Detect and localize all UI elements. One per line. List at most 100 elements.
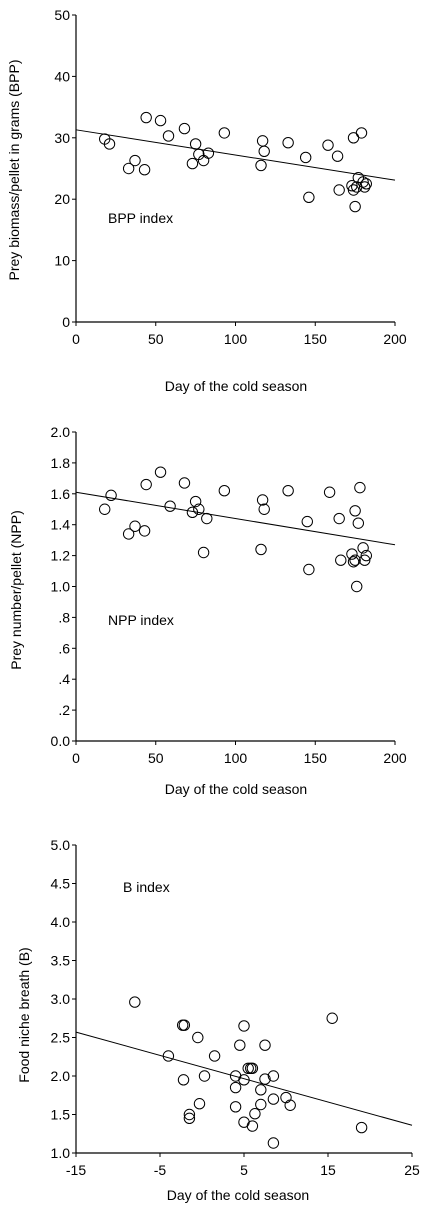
b-y-tick-label: 5.0 xyxy=(51,837,71,853)
bpp-chart: BPP index Day of the cold season Prey bi… xyxy=(6,7,407,394)
npp-x-axis-title: Day of the cold season xyxy=(165,781,307,797)
npp-data-point xyxy=(193,503,205,515)
bpp-data-point xyxy=(189,138,202,150)
bpp-y-tick-label: 30 xyxy=(54,130,70,146)
b-data-point xyxy=(178,1019,191,1031)
b-y-tick-label: 1.0 xyxy=(51,1145,71,1161)
b-x-tick-label: -15 xyxy=(66,1162,86,1178)
npp-data-point xyxy=(335,554,347,566)
npp-data-point xyxy=(164,500,176,512)
npp-data-point xyxy=(358,554,371,566)
npp-x-tick-label: 100 xyxy=(224,750,248,766)
npp-data-point xyxy=(282,485,294,497)
npp-data-point xyxy=(154,466,167,478)
b-data-point xyxy=(162,1050,175,1062)
npp-data-point xyxy=(140,478,152,491)
npp-data-point xyxy=(346,548,358,560)
b-data-point xyxy=(355,1121,368,1134)
bpp-x-axis-title: Day of the cold season xyxy=(165,378,307,394)
b-x-tick-label: 25 xyxy=(404,1162,420,1178)
bpp-data-point xyxy=(282,137,294,149)
b-y-tick-label: 2.5 xyxy=(51,1030,71,1046)
npp-data-point xyxy=(357,542,369,554)
npp-y-tick-label: .8 xyxy=(58,609,70,625)
b-data-point xyxy=(193,1098,206,1110)
b-data-point xyxy=(177,1074,190,1086)
npp-data-point xyxy=(178,477,191,489)
b-data-point xyxy=(249,1108,261,1120)
bpp-data-point xyxy=(258,145,270,158)
b-data-point xyxy=(284,1099,296,1111)
b-data-point xyxy=(280,1091,292,1104)
bpp-data-point xyxy=(347,132,360,144)
npp-y-tick-label: .4 xyxy=(58,671,70,687)
npp-y-tick-label: 1.8 xyxy=(51,455,71,471)
b-data-point xyxy=(267,1137,280,1149)
npp-data-point xyxy=(218,485,231,497)
bpp-data-point xyxy=(162,130,175,142)
b-chart: B index Day of the cold season Food nich… xyxy=(16,837,420,1203)
npp-data-point xyxy=(138,525,151,537)
npp-y-tick-label: 0.0 xyxy=(51,733,71,749)
npp-y-tick-label: 1.0 xyxy=(51,579,71,595)
bpp-x-tick-label: 0 xyxy=(72,331,80,347)
bpp-y-axis-title: Prey biomass/pellet in grams (BPP) xyxy=(6,60,22,281)
b-y-tick-label: 3.0 xyxy=(51,991,71,1007)
npp-data-point xyxy=(122,528,135,540)
bpp-y-tick-label: 20 xyxy=(54,191,70,207)
bpp-data-point xyxy=(255,159,267,172)
bpp-data-point xyxy=(129,154,141,167)
b-data-point xyxy=(238,1020,250,1032)
bpp-trend-line xyxy=(75,129,396,181)
npp-x-tick-label: 0 xyxy=(72,750,80,766)
npp-data-point xyxy=(303,563,315,576)
bpp-data-point xyxy=(256,135,269,147)
npp-y-tick-label: .2 xyxy=(58,702,70,718)
bpp-x-tick-label: 200 xyxy=(383,331,407,347)
b-x-tick-label: 15 xyxy=(320,1162,336,1178)
bpp-data-point xyxy=(360,178,372,190)
b-data-point xyxy=(326,1012,338,1024)
bpp-data-point xyxy=(331,150,344,162)
b-data-point xyxy=(229,1101,242,1113)
npp-data-point xyxy=(255,543,267,556)
npp-x-tick-label: 50 xyxy=(148,750,164,766)
bpp-data-point xyxy=(357,176,369,188)
npp-data-point xyxy=(323,486,336,498)
b-data-point xyxy=(242,1062,254,1075)
b-x-axis-title: Day of the cold season xyxy=(167,1187,309,1203)
npp-data-point xyxy=(349,505,361,517)
npp-data-point xyxy=(301,515,313,528)
npp-data-point xyxy=(352,517,365,529)
b-data-point xyxy=(267,1093,280,1105)
npp-data-point xyxy=(105,489,117,502)
b-data-point xyxy=(246,1120,259,1132)
npp-annotation: NPP index xyxy=(108,612,174,628)
npp-data-point xyxy=(360,549,372,562)
npp-data-point xyxy=(197,546,210,559)
npp-data-point xyxy=(351,580,363,593)
bpp-data-point xyxy=(186,157,199,170)
npp-trend-line xyxy=(75,491,396,546)
b-data-point xyxy=(255,1084,267,1096)
bpp-data-point xyxy=(299,151,312,164)
bpp-y-tick-label: 10 xyxy=(54,253,70,269)
bpp-data-point xyxy=(303,191,315,204)
npp-x-tick-label: 200 xyxy=(383,750,407,766)
b-y-axis-title: Food niche breath (B) xyxy=(16,947,32,1082)
npp-chart: NPP index Day of the cold season Prey nu… xyxy=(8,424,407,797)
npp-data-point xyxy=(349,554,361,566)
b-trend-line xyxy=(75,1031,413,1126)
b-data-point xyxy=(129,996,141,1008)
b-data-point xyxy=(208,1050,221,1062)
npp-y-tick-label: 1.4 xyxy=(51,517,71,533)
bpp-x-tick-label: 100 xyxy=(224,331,248,347)
b-data-point xyxy=(183,1112,196,1125)
bpp-data-point xyxy=(347,184,360,196)
bpp-data-point xyxy=(122,162,135,175)
npp-x-tick-label: 150 xyxy=(304,750,328,766)
b-y-tick-label: 4.5 xyxy=(51,876,71,892)
npp-data-point xyxy=(129,520,141,532)
bpp-data-point xyxy=(103,138,116,150)
npp-data-point xyxy=(347,556,360,568)
